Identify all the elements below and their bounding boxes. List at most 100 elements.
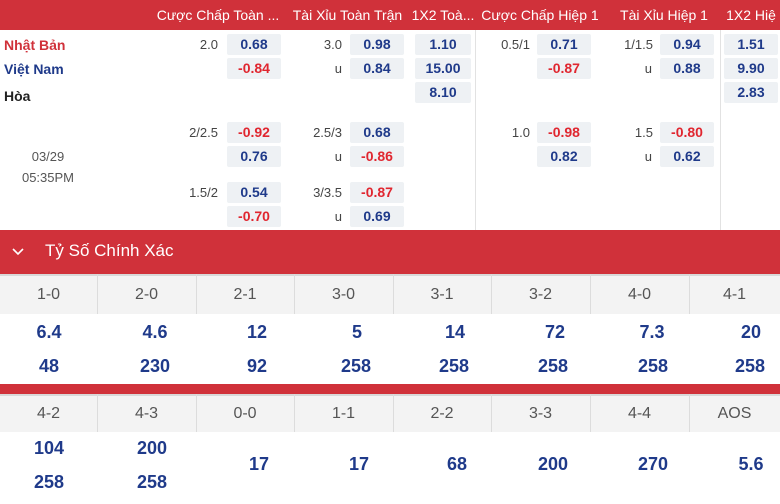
ou-line-h1: 1.5	[634, 125, 653, 140]
score-label: 4-4	[627, 405, 652, 422]
ou-line: 2.5/3	[313, 125, 342, 140]
score-label: 1-1	[331, 405, 356, 422]
col-header-1x2-h1[interactable]: 1X2 Hiệ	[726, 7, 776, 23]
section-separator	[0, 384, 780, 396]
score-odds[interactable]: 200	[136, 438, 168, 458]
score-odds[interactable]: 68	[446, 454, 468, 474]
score-odds[interactable]: 258	[136, 472, 168, 492]
score-odds[interactable]: 6.4	[36, 322, 62, 342]
odds-cell[interactable]: 15.00	[415, 58, 471, 79]
odds-cell[interactable]: -0.80	[660, 122, 714, 143]
score-odds[interactable]: 258	[734, 356, 766, 376]
odds-cell[interactable]: 1.10	[415, 34, 471, 55]
score-odds[interactable]: 258	[438, 356, 470, 376]
match-date: 03/29	[31, 149, 65, 164]
score-odds[interactable]: 72	[544, 322, 566, 342]
score-label: 4-1	[722, 286, 747, 303]
under-label: u	[644, 149, 652, 164]
ou-line: 3.0	[323, 37, 342, 52]
score-header-row: 1-0 2-0 2-1 3-0 3-1 3-2 4-0 4-1	[0, 274, 780, 314]
odds-cell[interactable]: -0.87	[350, 182, 404, 203]
column-divider	[720, 30, 721, 230]
under-label: u	[334, 61, 342, 76]
score-odds[interactable]: 5	[351, 322, 362, 342]
score-odds[interactable]: 7.3	[639, 322, 665, 342]
odds-cell[interactable]: 0.62	[660, 146, 714, 167]
team-draw: Hòa	[4, 88, 31, 104]
team-away: Việt Nam	[4, 61, 64, 77]
score-odds[interactable]: 92	[246, 356, 268, 376]
score-label: 2-1	[233, 286, 257, 303]
odds-cell[interactable]: 0.98	[350, 34, 404, 55]
score-label: 2-2	[430, 405, 454, 422]
odds-cell[interactable]: -0.98	[537, 122, 591, 143]
score-odds[interactable]: 230	[139, 356, 171, 376]
team-home: Nhật Bản	[4, 37, 66, 53]
score-label: AOS	[717, 405, 752, 422]
odds-cell[interactable]: 0.68	[350, 122, 404, 143]
handicap-line: 2.0	[199, 37, 218, 52]
odds-cell[interactable]: 0.76	[227, 146, 281, 167]
col-header-handicap-h1[interactable]: Cược Chấp Hiệp 1	[481, 7, 599, 23]
odds-cell[interactable]: 0.88	[660, 58, 714, 79]
score-odds[interactable]: 258	[33, 472, 65, 492]
odds-cell[interactable]: 0.54	[227, 182, 281, 203]
score-odds[interactable]: 270	[637, 454, 669, 474]
correct-score-header[interactable]: Tỷ Số Chính Xác	[0, 230, 780, 274]
match-time: 05:35PM	[21, 170, 75, 185]
score-odds[interactable]: 17	[248, 454, 270, 474]
under-label: u	[644, 61, 652, 76]
score-label: 0-0	[233, 405, 257, 422]
correct-score-title: Tỷ Số Chính Xác	[45, 241, 174, 260]
score-label: 3-2	[528, 286, 553, 303]
score-odds[interactable]: 20	[740, 322, 762, 342]
col-header-ou-h1[interactable]: Tài Xỉu Hiệp 1	[620, 7, 708, 23]
odds-cell[interactable]: 0.69	[350, 206, 404, 227]
odds-cell[interactable]: -0.92	[227, 122, 281, 143]
half-divider	[475, 30, 476, 230]
score-header-row: 4-2 4-3 0-0 1-1 2-2 3-3 4-4 AOS	[0, 394, 780, 432]
score-odds[interactable]: 5.6	[738, 454, 764, 474]
col-header-ou-full[interactable]: Tài Xỉu Toàn Trận	[292, 7, 403, 23]
score-label: 2-0	[134, 286, 159, 303]
score-odds[interactable]: 258	[340, 356, 372, 376]
score-odds[interactable]: 200	[537, 454, 569, 474]
score-odds[interactable]: 258	[537, 356, 569, 376]
odds-cell[interactable]: 0.82	[537, 146, 591, 167]
odds-cell[interactable]: 0.68	[227, 34, 281, 55]
odds-cell[interactable]: 0.71	[537, 34, 591, 55]
ou-line: 3/3.5	[313, 185, 342, 200]
score-odds[interactable]: 12	[246, 322, 268, 342]
handicap-line: 2/2.5	[189, 125, 218, 140]
odds-cell[interactable]: 1.51	[724, 34, 778, 55]
col-header-1x2-full[interactable]: 1X2 Toà...	[411, 7, 475, 23]
score-odds[interactable]: 4.6	[142, 322, 168, 342]
col-header-handicap-full[interactable]: Cược Chấp Toàn ...	[156, 7, 280, 23]
odds-cell[interactable]: -0.86	[350, 146, 404, 167]
score-odds[interactable]: 104	[33, 438, 65, 458]
score-grid-1: 1-0 2-0 2-1 3-0 3-1 3-2 4-0 4-1 6.4 4.6 …	[0, 274, 780, 384]
score-odds[interactable]: 48	[38, 356, 60, 376]
odds-table: Nhật Bản Việt Nam Hòa 03/29 05:35PM 2.0 …	[0, 30, 780, 230]
odds-cell[interactable]: -0.70	[227, 206, 281, 227]
odds-cell[interactable]: 0.94	[660, 34, 714, 55]
odds-cell[interactable]: 9.90	[724, 58, 778, 79]
score-grid-2: 4-2 4-3 0-0 1-1 2-2 3-3 4-4 AOS 104 200 …	[0, 394, 780, 504]
score-label: 4-0	[627, 286, 652, 303]
score-label: 4-3	[134, 405, 159, 422]
odds-cell[interactable]: 0.84	[350, 58, 404, 79]
odds-cell[interactable]: -0.87	[537, 58, 591, 79]
score-label: 3-0	[331, 286, 356, 303]
odds-cell[interactable]: 8.10	[415, 82, 471, 103]
odds-cell[interactable]: 2.83	[724, 82, 778, 103]
chevron-down-icon[interactable]	[0, 230, 36, 274]
score-odds[interactable]: 14	[444, 322, 466, 342]
odds-cell[interactable]: -0.84	[227, 58, 281, 79]
score-odds[interactable]: 17	[348, 454, 370, 474]
score-label: 1-0	[36, 286, 61, 303]
handicap-line-h1: 1.0	[511, 125, 530, 140]
ou-line-h1: 1/1.5	[624, 37, 653, 52]
odds-header: Cược Chấp Toàn ... Tài Xỉu Toàn Trận 1X2…	[0, 0, 780, 30]
handicap-line: 1.5/2	[189, 185, 218, 200]
score-odds[interactable]: 258	[637, 356, 669, 376]
